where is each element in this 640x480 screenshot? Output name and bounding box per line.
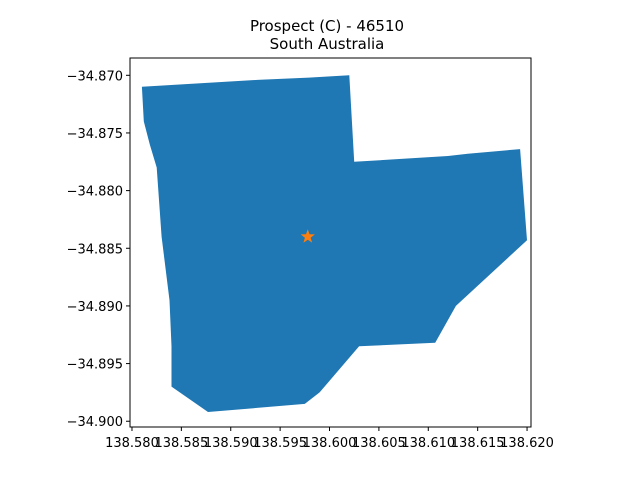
y-tick-label: −34.880	[67, 185, 123, 200]
x-tick-label: 138.585	[154, 436, 208, 451]
region-polygon	[141, 75, 527, 413]
y-tick-label: −34.885	[67, 242, 123, 257]
map-title-line2: South Australia	[270, 35, 385, 53]
map-title-line1: Prospect (C) - 46510	[250, 17, 404, 35]
x-tick-label: 138.595	[253, 436, 307, 451]
x-tick-label: 138.590	[204, 436, 258, 451]
y-tick-label: −34.870	[67, 69, 123, 84]
y-tick-label: −34.895	[67, 358, 123, 373]
y-tick-label: −34.890	[67, 300, 123, 315]
x-tick-label: 138.580	[105, 436, 159, 451]
plot-area: 138.580138.585138.590138.595138.600138.6…	[67, 57, 554, 451]
y-tick-label: −34.900	[67, 415, 123, 430]
x-tick-label: 138.600	[303, 436, 357, 451]
axes-frame	[129, 57, 532, 428]
x-tick-label: 138.610	[401, 436, 455, 451]
centroid-star-icon	[300, 229, 315, 243]
x-tick-label: 138.615	[451, 436, 505, 451]
x-tick-label: 138.605	[352, 436, 406, 451]
y-tick-label: −34.875	[67, 127, 123, 142]
x-tick-label: 138.620	[500, 436, 554, 451]
